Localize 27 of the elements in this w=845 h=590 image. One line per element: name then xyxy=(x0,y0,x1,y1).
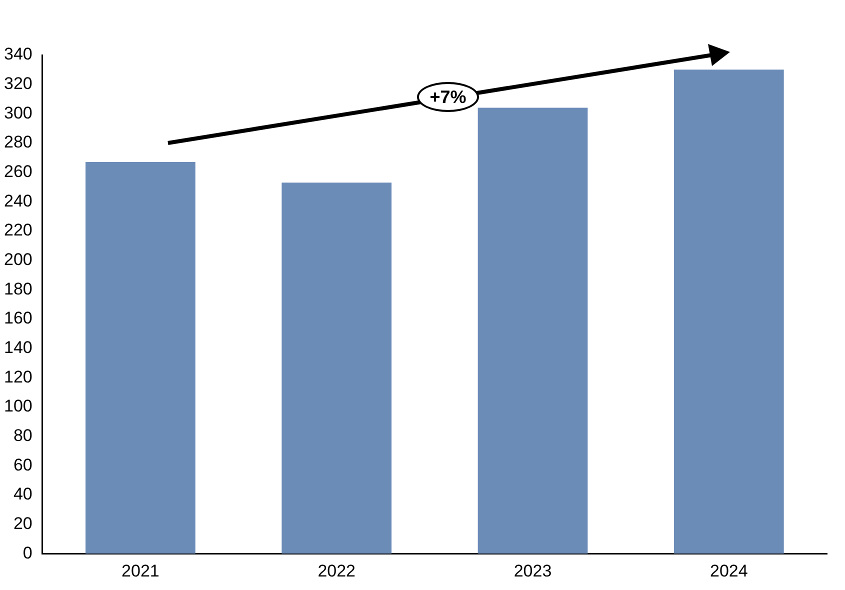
y-tick-label: 60 xyxy=(13,455,32,474)
y-tick-label: 100 xyxy=(4,396,32,416)
y-tick-label: 340 xyxy=(4,44,32,64)
x-tick-label: 2022 xyxy=(318,561,356,580)
y-tick-label: 260 xyxy=(4,162,32,182)
y-tick-label: 180 xyxy=(4,279,32,298)
y-tick-label: 80 xyxy=(13,426,32,445)
y-tick-label: 240 xyxy=(4,191,32,210)
annotation: +7% xyxy=(417,82,479,112)
bar xyxy=(282,182,392,554)
x-tick-label: 2023 xyxy=(514,561,552,580)
y-tick-label: 160 xyxy=(4,308,32,328)
y-tick-label: 280 xyxy=(4,132,32,152)
x-tick-label: 2021 xyxy=(122,561,160,580)
bar xyxy=(478,108,588,554)
y-tick-label: 200 xyxy=(4,250,32,269)
y-tick-label: 300 xyxy=(4,103,32,122)
y-tick-label: 140 xyxy=(4,338,32,357)
y-tick-label: 20 xyxy=(13,514,32,533)
x-tick-label: 2024 xyxy=(710,561,748,580)
y-tick-label: 220 xyxy=(4,220,32,240)
y-tick-label: 40 xyxy=(13,484,32,504)
y-tick-label: 120 xyxy=(4,367,32,386)
y-tick-label: 0 xyxy=(22,543,32,562)
bar xyxy=(86,162,196,554)
bar xyxy=(674,70,784,554)
y-tick-label: 320 xyxy=(4,74,32,94)
